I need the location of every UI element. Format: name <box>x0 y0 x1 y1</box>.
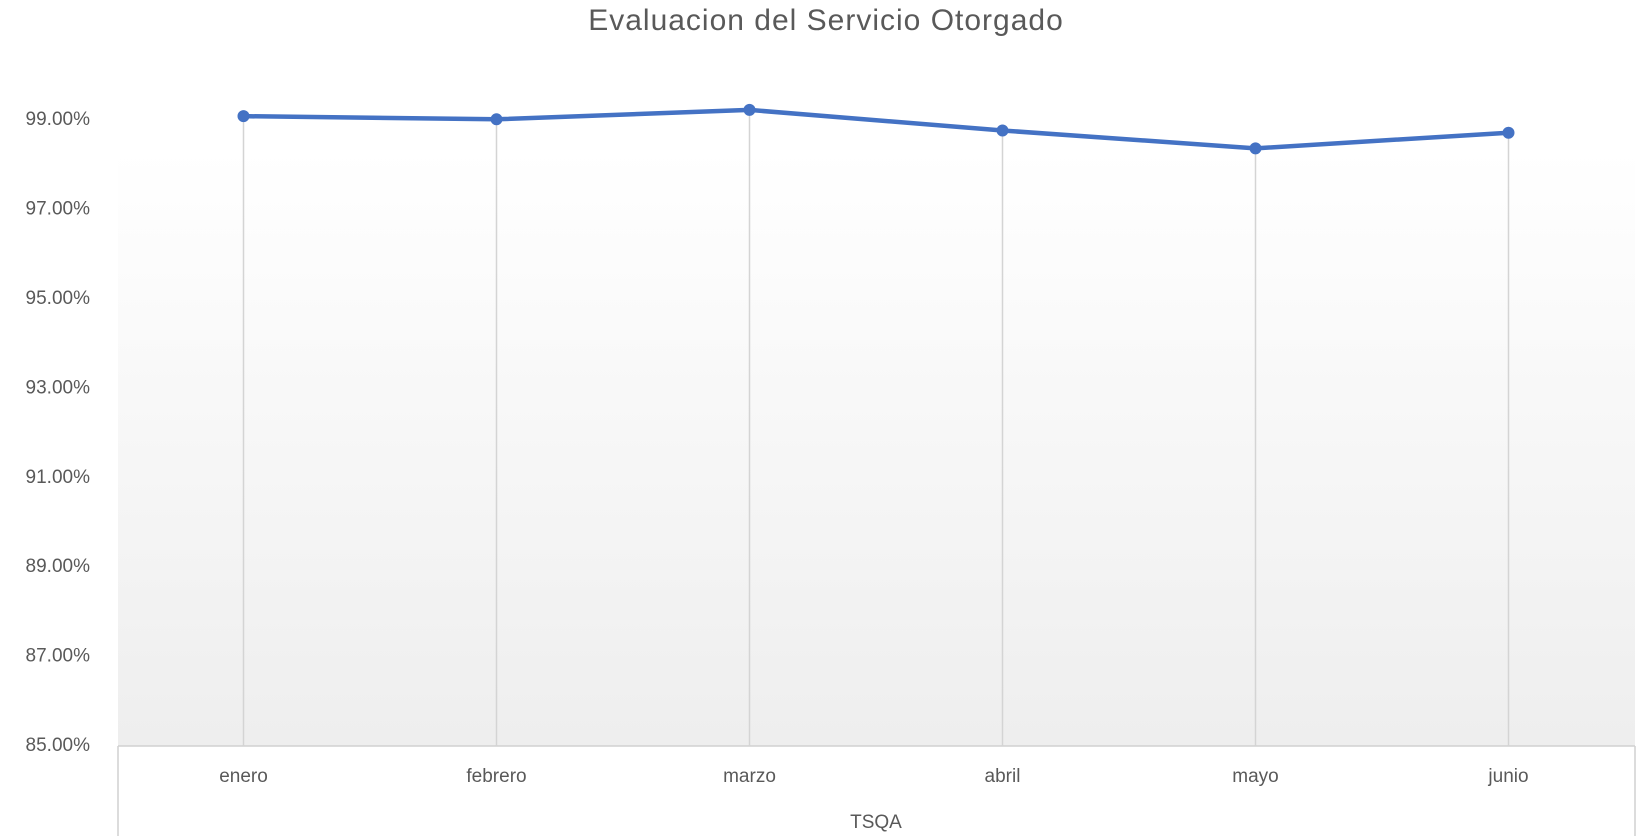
plot-background <box>118 150 1635 746</box>
point-marker <box>237 110 250 123</box>
chart-title: Evaluacion del Servicio Otorgado <box>588 4 1064 37</box>
y-tick-label: 93.00% <box>26 377 91 398</box>
y-tick-label: 99.00% <box>26 109 91 130</box>
point-marker <box>743 103 756 116</box>
point-marker <box>996 124 1009 137</box>
x-tick-label: marzo <box>723 766 776 787</box>
x-tick-label: abril <box>985 766 1021 787</box>
y-tick-label: 97.00% <box>26 199 91 220</box>
point-marker <box>1249 142 1262 155</box>
x-tick-label: junio <box>1487 766 1528 787</box>
point-marker <box>1502 126 1515 139</box>
y-tick-label: 95.00% <box>26 288 91 309</box>
x-tick-label: febrero <box>466 766 526 787</box>
x-tick-label: enero <box>219 766 268 787</box>
x-tick-label: mayo <box>1232 766 1278 787</box>
y-tick-label: 89.00% <box>26 556 91 577</box>
y-tick-label: 91.00% <box>26 467 91 488</box>
series-line <box>241 107 1511 151</box>
point-marker <box>490 113 503 126</box>
y-tick-label: 87.00% <box>26 646 91 667</box>
y-tick-label: 85.00% <box>26 735 91 756</box>
x-axis-title: TSQA <box>850 812 902 833</box>
